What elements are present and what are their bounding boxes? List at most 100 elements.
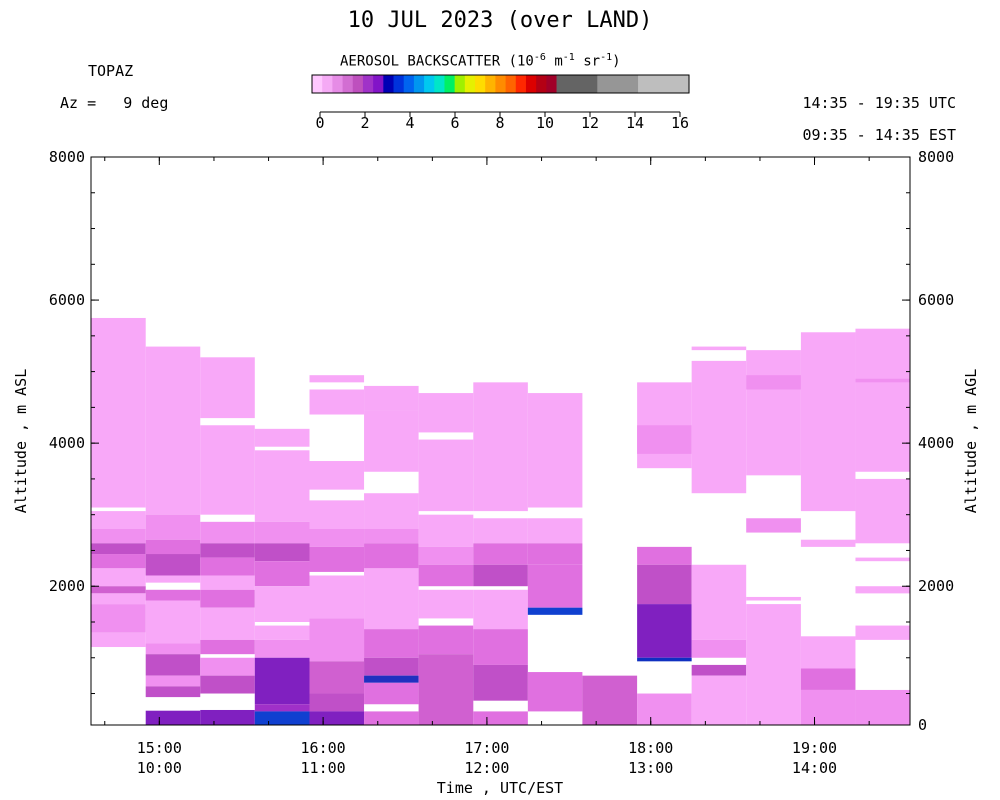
backscatter-cell	[200, 521, 255, 544]
backscatter-cell	[200, 639, 255, 655]
backscatter-cell	[527, 518, 583, 544]
colorbar-title-mid2: sr	[574, 53, 601, 70]
backscatter-cell	[254, 561, 310, 587]
backscatter-cell	[309, 575, 365, 619]
backscatter-cell	[800, 689, 856, 725]
x-tick-label-local: 10:00	[137, 759, 182, 777]
colorbar-swatch	[444, 75, 456, 93]
backscatter-cell	[254, 428, 310, 447]
colorbar-swatch	[546, 75, 558, 93]
backscatter-cell	[200, 357, 255, 419]
backscatter-cell	[200, 543, 255, 558]
backscatter-cell	[473, 589, 528, 630]
backscatter-cell	[418, 393, 474, 433]
backscatter-cell	[200, 675, 255, 694]
backscatter-cell	[309, 375, 365, 383]
azimuth-readout: Az = 9 deg	[60, 94, 168, 112]
backscatter-cell	[91, 593, 146, 605]
backscatter-cell	[145, 554, 201, 576]
backscatter-cell	[364, 682, 419, 705]
colorbar-tick-label: 8	[495, 114, 504, 132]
backscatter-cell	[418, 439, 474, 512]
backscatter-cell	[418, 654, 474, 725]
backscatter-cell	[145, 514, 201, 540]
backscatter-cell	[473, 629, 528, 665]
backscatter-cell	[254, 521, 310, 544]
backscatter-cell	[91, 632, 146, 648]
y-tick-label-left: 4000	[49, 434, 85, 452]
colorbar-title-prefix: AEROSOL BACKSCATTER (10	[340, 53, 534, 70]
backscatter-cell	[364, 657, 419, 676]
backscatter-cell	[473, 564, 528, 587]
backscatter-cell	[364, 543, 419, 569]
backscatter-cell	[364, 711, 419, 725]
backscatter-cell	[746, 518, 801, 533]
y-tick-label-right: 4000	[918, 434, 954, 452]
axes: 15:00 10:00 16:00 11:00 17:00 12:00 18:00 13:00…	[49, 148, 954, 777]
backscatter-cell	[418, 546, 474, 565]
x-tick-label-local: 11:00	[301, 759, 346, 777]
backscatter-cell	[855, 625, 910, 640]
colorbar-swatch	[617, 75, 629, 93]
backscatter-cell	[637, 604, 692, 658]
backscatter-cell	[364, 528, 419, 544]
backscatter-cell	[527, 543, 583, 565]
backscatter-cell	[364, 493, 419, 529]
colorbar-swatch	[464, 75, 476, 93]
x-tick-label-local: 12:00	[464, 759, 509, 777]
backscatter-cell	[91, 511, 146, 529]
backscatter-cell	[691, 664, 747, 676]
colorbar-title: AEROSOL BACKSCATTER (10-6 m-1 sr-1)	[340, 52, 621, 70]
y-tick-label-left: 6000	[49, 291, 85, 309]
backscatter-cell	[418, 625, 474, 655]
backscatter-cell	[364, 385, 419, 411]
colorbar-swatch	[342, 75, 354, 93]
colorbar-swatch	[434, 75, 446, 93]
backscatter-cell	[309, 661, 365, 694]
backscatter-cell	[254, 586, 310, 622]
backscatter-cell	[855, 689, 910, 725]
backscatter-cell	[364, 568, 419, 630]
chart-title: 10 JUL 2023 (over LAND)	[347, 8, 653, 33]
colorbar-tick-label: 4	[405, 114, 414, 132]
backscatter-cell	[309, 618, 365, 662]
backscatter-cell	[855, 586, 910, 594]
x-tick-label-local: 14:00	[792, 759, 837, 777]
backscatter-cell	[254, 450, 310, 522]
x-tick-label-utc: 19:00	[792, 739, 837, 757]
backscatter-cell	[200, 709, 255, 725]
backscatter-cell	[91, 543, 146, 555]
backscatter-cell	[527, 672, 583, 712]
backscatter-cell	[691, 675, 747, 725]
backscatter-cell	[691, 564, 747, 640]
backscatter-cell	[527, 564, 583, 608]
backscatter-cell	[364, 629, 419, 658]
backscatter-cell	[637, 693, 692, 725]
backscatter-cell	[254, 639, 310, 658]
colorbar-tick-label: 10	[536, 114, 554, 132]
backscatter-cell	[527, 393, 583, 508]
colorbar-swatch	[587, 75, 598, 93]
colorbar-swatch	[607, 75, 619, 93]
backscatter-cell	[855, 378, 910, 383]
backscatter-cell	[800, 332, 856, 512]
x-tick-label-utc: 18:00	[628, 739, 673, 757]
x-tick-label-utc: 15:00	[137, 739, 182, 757]
azimuth-label: Az =	[60, 94, 97, 112]
backscatter-cell	[200, 657, 255, 676]
colorbar-swatch	[332, 75, 344, 93]
y-tick-label-right: 8000	[918, 148, 954, 166]
colorbar-swatch	[536, 75, 547, 93]
azimuth-value: 9 deg	[123, 94, 169, 112]
backscatter-cell	[91, 317, 146, 508]
backscatter-cell	[200, 589, 255, 608]
colorbar-swatch	[413, 75, 425, 93]
backscatter-cell	[418, 564, 474, 587]
colorbar-swatch	[485, 75, 497, 93]
colorbar-tick-label: 6	[450, 114, 459, 132]
backscatter-cell	[91, 528, 146, 544]
backscatter-cell	[309, 693, 365, 712]
colorbar-swatch	[373, 75, 384, 93]
backscatter-cell	[254, 711, 310, 725]
